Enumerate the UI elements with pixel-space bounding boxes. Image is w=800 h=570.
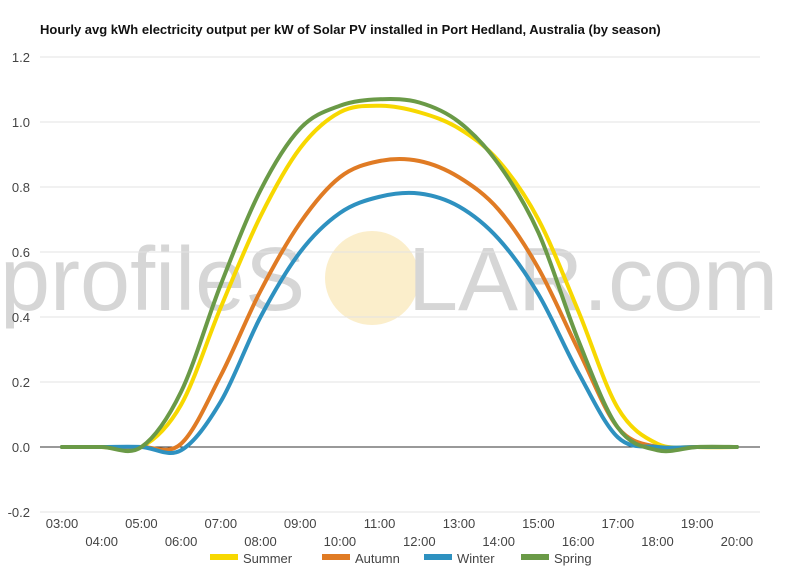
- y-axis-ticks: 1.2 1.0 0.8 0.6 0.4 0.2 0.0 -0.2: [8, 50, 30, 520]
- legend-item-spring[interactable]: Spring: [521, 551, 592, 566]
- series-lines: [60, 96, 739, 456]
- x-tick-label: 04:00: [85, 534, 118, 549]
- x-tick-label: 05:00: [125, 516, 158, 531]
- x-tick-label: 11:00: [364, 516, 396, 531]
- x-tick-label: 13:00: [443, 516, 476, 531]
- x-tick-label: 08:00: [244, 534, 277, 549]
- x-tick-label: 07:00: [205, 516, 238, 531]
- y-tick-label: 1.2: [12, 50, 30, 65]
- x-tick-label: 12:00: [403, 534, 436, 549]
- x-tick-label: 10:00: [324, 534, 357, 549]
- series-line-spring: [60, 96, 739, 454]
- legend-swatch: [521, 554, 549, 560]
- legend-label: Winter: [457, 551, 495, 566]
- x-tick-label: 18:00: [641, 534, 674, 549]
- x-tick-label: 20:00: [721, 534, 754, 549]
- legend-label: Summer: [243, 551, 293, 566]
- y-tick-label: 0.8: [12, 180, 30, 195]
- y-tick-label: 1.0: [12, 115, 30, 130]
- legend-swatch: [424, 554, 452, 560]
- y-tick-label: 0.2: [12, 375, 30, 390]
- y-tick-label: 0.6: [12, 245, 30, 260]
- series-line-winter: [60, 190, 739, 456]
- x-axis-ticks: 03:00 05:00 07:00 09:00 11:00 13:00 15:00 17:00…: [46, 516, 753, 549]
- x-tick-label: 17:00: [602, 516, 635, 531]
- legend-label: Autumn: [355, 551, 400, 566]
- x-tick-label: 16:00: [562, 534, 595, 549]
- y-tick-label: -0.2: [8, 505, 30, 520]
- x-tick-label: 06:00: [165, 534, 198, 549]
- watermark-text-right: LAR.com: [408, 230, 778, 330]
- legend-item-autumn[interactable]: Autumn: [322, 551, 400, 566]
- x-tick-label: 14:00: [482, 534, 515, 549]
- x-tick-label: 19:00: [681, 516, 714, 531]
- y-tick-label: 0.0: [12, 440, 30, 455]
- legend-item-summer[interactable]: Summer: [210, 551, 293, 566]
- y-tick-label: 0.4: [12, 310, 30, 325]
- watermark-sun-logo: [325, 231, 419, 325]
- series-line-summer: [60, 103, 739, 453]
- legend: Summer Autumn Winter Spring: [210, 551, 592, 566]
- watermark: profileS LAR.com: [0, 230, 778, 330]
- legend-item-winter[interactable]: Winter: [424, 551, 495, 566]
- x-tick-label: 09:00: [284, 516, 317, 531]
- chart-title: Hourly avg kWh electricity output per kW…: [40, 22, 661, 37]
- x-tick-label: 03:00: [46, 516, 79, 531]
- legend-label: Spring: [554, 551, 592, 566]
- legend-swatch: [210, 554, 238, 560]
- watermark-text-left: profileS: [0, 230, 305, 330]
- legend-swatch: [322, 554, 350, 560]
- x-tick-label: 15:00: [522, 516, 555, 531]
